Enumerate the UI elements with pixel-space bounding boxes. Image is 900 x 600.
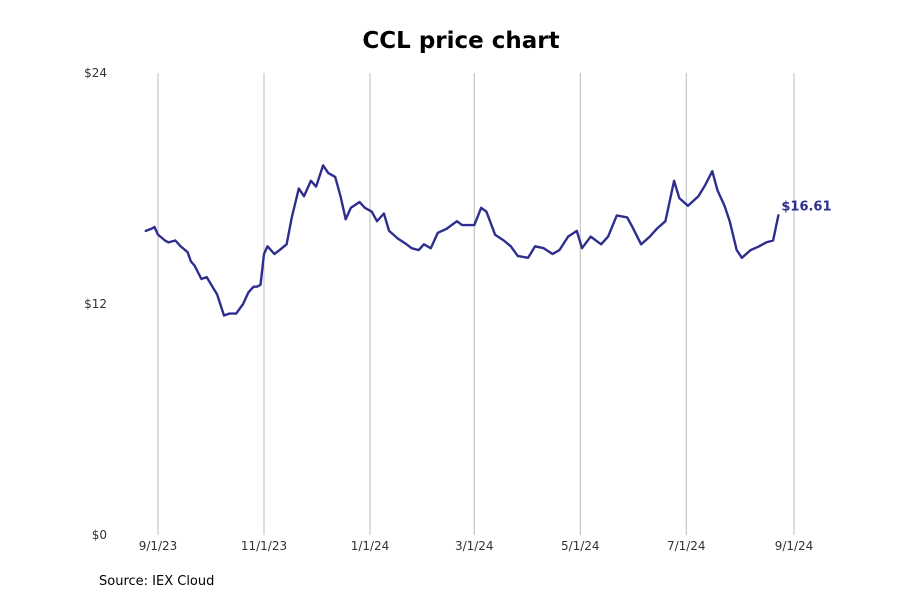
chart-title: CCL price chart xyxy=(362,28,560,54)
last-value-label: $16.61 xyxy=(781,199,831,214)
series-group xyxy=(144,164,780,317)
x-tick-label: 9/1/24 xyxy=(775,539,814,553)
x-axis-labels: 9/1/23 11/1/23 1/1/24 3/1/24 5/1/24 7/1/24 9/1… xyxy=(139,539,814,553)
y-tick-label: $0 xyxy=(92,528,107,542)
y-axis-labels: $0 $12 $24 xyxy=(84,66,107,542)
x-tick-label: 5/1/24 xyxy=(561,539,600,553)
x-tick-label: 7/1/24 xyxy=(667,539,706,553)
x-tick-label: 3/1/24 xyxy=(455,539,494,553)
y-tick-label: $12 xyxy=(84,297,107,311)
y-tick-label: $24 xyxy=(84,66,107,80)
price-line xyxy=(144,164,780,317)
x-tick-label: 1/1/24 xyxy=(351,539,390,553)
source-note: Source: IEX Cloud xyxy=(99,574,215,589)
end-label-group: $16.61 xyxy=(781,199,831,214)
gridlines xyxy=(157,73,795,535)
x-tick-label: 9/1/23 xyxy=(139,539,178,553)
x-tick-label: 11/1/23 xyxy=(241,539,287,553)
